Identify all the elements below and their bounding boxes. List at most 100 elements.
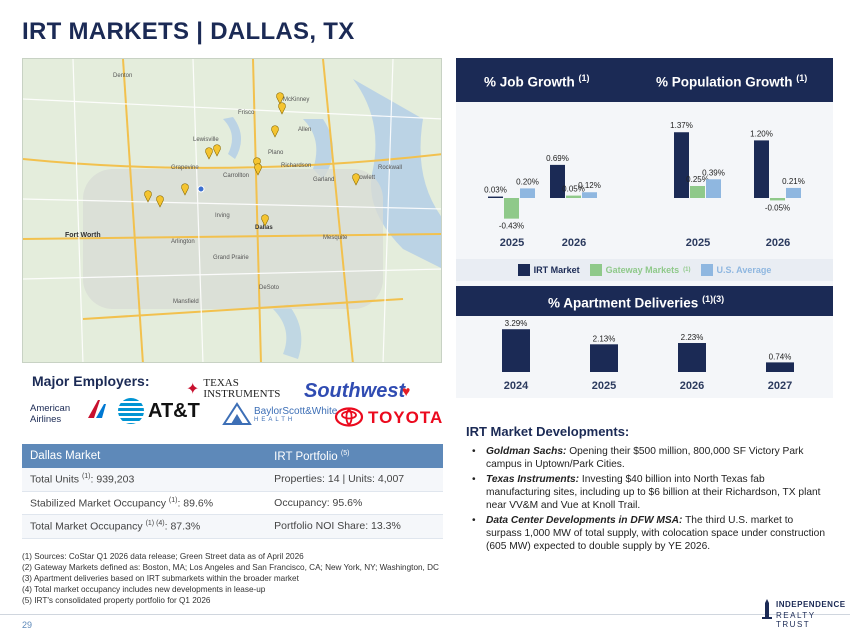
ti-text: TEXAS INSTRUMENTS [203, 378, 280, 400]
svg-text:Irving: Irving [215, 213, 230, 219]
data-label: 0.05% [562, 185, 585, 194]
bar [550, 164, 565, 198]
bar [786, 187, 801, 198]
population-growth-title: % Population Growth (1) [656, 73, 808, 90]
svg-text:Arlington: Arlington [171, 239, 195, 245]
data-label: -0.43% [499, 222, 524, 231]
data-label: 2.23% [681, 333, 704, 342]
svg-text:Dallas: Dallas [255, 225, 273, 231]
brand-logo: INDEPENDENCE REALTY TRUST [760, 596, 845, 632]
deliveries-title: % Apartment Deliveries (1)(3) [548, 294, 725, 311]
american-airlines-icon [88, 400, 106, 418]
bar [674, 132, 689, 198]
baylor-icon [222, 402, 252, 426]
footnotes: (1) Sources: CoStar Q1 2026 data release… [22, 551, 522, 606]
table-header-row: Dallas Market IRT Portfolio (5) [22, 444, 443, 468]
x-tick-label: 2026 [562, 237, 586, 249]
ti-icon: ✦ [186, 381, 200, 398]
table-cell: Occupancy: 95.6% [266, 491, 443, 515]
bar [754, 140, 769, 198]
deliveries-chart: 3.29% 2024 2.13% 2025 2.23% 2026 0.74% 2027 [456, 316, 833, 398]
legend-swatch-us [700, 264, 713, 276]
list-item: Texas Instruments: Investing $40 billion… [470, 473, 830, 512]
table-cell: Properties: 14 | Units: 4,007 [266, 468, 443, 492]
legend-us: U.S. Average [700, 264, 771, 276]
list-item: Data Center Developments in DFW MSA: The… [470, 514, 830, 553]
bar [706, 179, 721, 198]
deliveries-header: % Apartment Deliveries (1)(3) [456, 286, 833, 316]
svg-text:Mesquite: Mesquite [323, 235, 348, 241]
market-table: Dallas Market IRT Portfolio (5) Total Un… [22, 444, 443, 539]
table-cell: Total Units (1): 939,203 [22, 468, 267, 492]
legend-swatch-gateway [589, 264, 602, 276]
american-airlines-logo: American Airlines [30, 403, 90, 425]
svg-text:Carrollton: Carrollton [223, 173, 249, 179]
table-header-market: Dallas Market [22, 444, 267, 468]
bar [566, 195, 581, 198]
data-label: 0.21% [782, 177, 805, 186]
job-growth-title: % Job Growth (1) [484, 73, 590, 90]
svg-text:DeSoto: DeSoto [259, 285, 280, 291]
growth-legend: IRT Market Gateway Markets (1) U.S. Aver… [456, 259, 833, 281]
deliveries-chart-svg: 3.29% 2024 2.13% 2025 2.23% 2026 0.74% 2027 [502, 319, 794, 392]
bar [590, 344, 618, 372]
growth-panel-header: % Job Growth (1) % Population Growth (1) [456, 58, 833, 102]
table-cell: Portfolio NOI Share: 13.3% [266, 514, 443, 539]
footnote: (4) Total market occupancy includes new … [22, 585, 266, 594]
table-header-portfolio: IRT Portfolio (5) [266, 444, 443, 468]
footnote: (3) Apartment deliveries based on IRT su… [22, 574, 299, 583]
baylor-line1: BaylorScott&White [254, 406, 338, 417]
data-label: 1.37% [670, 121, 693, 130]
footnote: (5) IRT's consolidated property portfoli… [22, 596, 211, 605]
data-label: 0.03% [484, 186, 507, 195]
x-tick-label: 2025 [500, 237, 524, 249]
table-row: Total Units (1): 939,203 Properties: 14 … [22, 468, 443, 492]
svg-text:Plano: Plano [268, 150, 284, 156]
toyota-logo: TOYOTA [368, 408, 444, 427]
texas-instruments-logo: ✦ TEXAS INSTRUMENTS [186, 378, 280, 400]
svg-text:Denton: Denton [113, 73, 132, 79]
att-globe-icon [118, 398, 144, 424]
svg-text:Frisco: Frisco [238, 110, 255, 116]
svg-text:Allen: Allen [298, 127, 311, 133]
baylor-line2: HEALTH [254, 417, 296, 423]
data-label: 3.29% [505, 319, 528, 328]
dallas-map: Denton McKinney Plano Frisco Allen Garland … [22, 58, 442, 363]
x-tick-label: 2025 [686, 237, 710, 249]
footer-divider [0, 614, 850, 615]
table-cell: Stabilized Market Occupancy (1): 89.6% [22, 491, 267, 515]
x-tick-label: 2027 [768, 380, 792, 392]
data-label: 0.39% [702, 168, 725, 177]
data-label: 1.20% [750, 129, 773, 138]
data-label: 0.20% [516, 177, 539, 186]
brand-line1: INDEPENDENCE [776, 600, 846, 609]
footnote: (2) Gateway Markets defined as: Boston, … [22, 563, 439, 572]
developments-title: IRT Market Developments: [466, 424, 630, 439]
brand-line2: REALTY TRUST [776, 611, 816, 629]
legend-gateway: Gateway Markets (1) [589, 264, 691, 276]
southwest-heart-icon: ♥ [402, 383, 411, 399]
ti-line1: TEXAS [203, 377, 239, 389]
bar [582, 192, 597, 198]
data-label: 2.13% [593, 334, 616, 343]
data-label: -0.05% [765, 203, 790, 212]
data-label: 0.74% [769, 352, 792, 361]
svg-text:Grapevine: Grapevine [171, 165, 199, 171]
footnote: (1) Sources: CoStar Q1 2026 data release… [22, 552, 304, 561]
x-tick-label: 2025 [592, 380, 616, 392]
ti-line2: INSTRUMENTS [203, 388, 281, 400]
data-label: 0.12% [578, 181, 601, 190]
bar [678, 343, 706, 372]
employers-title: Major Employers: [32, 373, 150, 389]
southwest-logo: Southwest [304, 380, 406, 402]
page-number: 29 [22, 620, 33, 630]
svg-text:Garland: Garland [313, 177, 334, 183]
brand-icon [762, 599, 772, 619]
x-tick-label: 2024 [504, 380, 529, 392]
growth-chart-svg: 0.03% -0.43% 0.20% 2025 0.69% 0.05%0.12% 2026 1… [484, 121, 805, 249]
table-cell: Total Market Occupancy (1) (4): 87.3% [22, 514, 267, 539]
table-row: Total Market Occupancy (1) (4): 87.3% Po… [22, 514, 443, 539]
svg-text:Rockwall: Rockwall [378, 165, 402, 171]
bar [502, 329, 530, 372]
